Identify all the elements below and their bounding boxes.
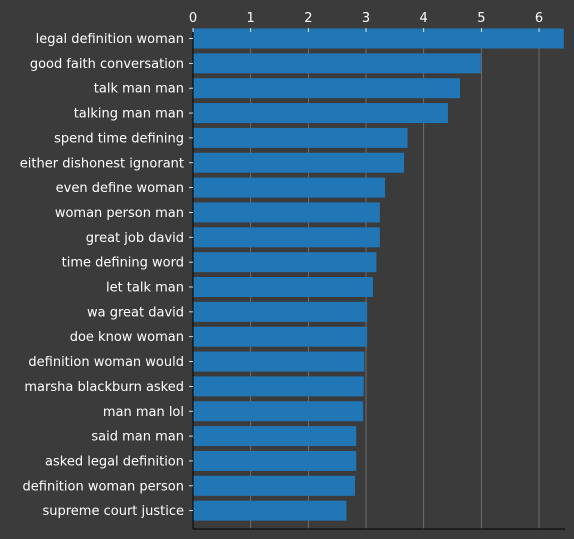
bar-6 [193, 177, 386, 198]
y-tick-label-15: man man lol [103, 405, 184, 420]
bar-17 [193, 450, 357, 471]
bar-15 [193, 401, 364, 422]
bars-layer [193, 28, 564, 521]
bar-11 [193, 301, 368, 322]
y-tick-label-8: great job david [86, 231, 184, 246]
x-tick-label-3: 3 [362, 11, 370, 26]
x-axis: 0 1 2 3 4 5 6 [189, 11, 543, 32]
y-tick-label-10: let talk man [106, 281, 184, 296]
bar-2 [193, 78, 461, 99]
y-tick-label-19: supreme court justice [42, 504, 184, 519]
y-tick-label-5: either dishonest ignorant [20, 156, 184, 171]
y-tick-label-18: definition woman person [23, 479, 184, 494]
y-tick-label-3: talking man man [74, 107, 184, 122]
x-tick-label-2: 2 [304, 11, 312, 26]
axes-layer [192, 32, 565, 530]
y-tick-label-17: asked legal definition [45, 454, 184, 469]
y-tick-label-2: talk man man [94, 82, 184, 97]
y-tick-label-7: woman person man [55, 206, 184, 221]
bar-18 [193, 475, 356, 496]
bar-19 [193, 500, 347, 521]
bar-9 [193, 252, 377, 273]
bar-3 [193, 103, 448, 124]
bar-0 [193, 28, 564, 49]
bar-16 [193, 426, 357, 447]
bar-7 [193, 202, 380, 223]
y-tick-label-13: definition woman would [28, 355, 184, 370]
y-tick-label-0: legal definition woman [36, 32, 184, 47]
y-tick-label-11: wa great david [87, 305, 184, 320]
y-tick-label-16: said man man [91, 430, 184, 445]
y-tick-label-14: marsha blackburn asked [24, 380, 184, 395]
y-tick-label-9: time defining word [62, 256, 184, 271]
x-tick-label-5: 5 [477, 11, 485, 26]
y-tick-label-1: good faith conversation [30, 57, 184, 72]
y-tick-label-6: even define woman [56, 181, 184, 196]
bar-1 [193, 53, 481, 74]
y-tick-label-4: spend time defining [54, 131, 184, 146]
y-axis: legal definition woman good faith convers… [20, 32, 193, 519]
y-tick-label-12: doe know woman [70, 330, 184, 345]
bar-8 [193, 227, 380, 248]
bar-5 [193, 152, 405, 173]
x-tick-label-6: 6 [535, 11, 543, 26]
bar-13 [193, 351, 365, 372]
bar-10 [193, 277, 373, 297]
x-tick-label-4: 4 [420, 11, 428, 26]
bar-4 [193, 127, 408, 148]
x-tick-label-1: 1 [247, 11, 255, 26]
bar-12 [193, 326, 368, 347]
bar-14 [193, 376, 364, 397]
x-tick-label-0: 0 [189, 11, 197, 26]
